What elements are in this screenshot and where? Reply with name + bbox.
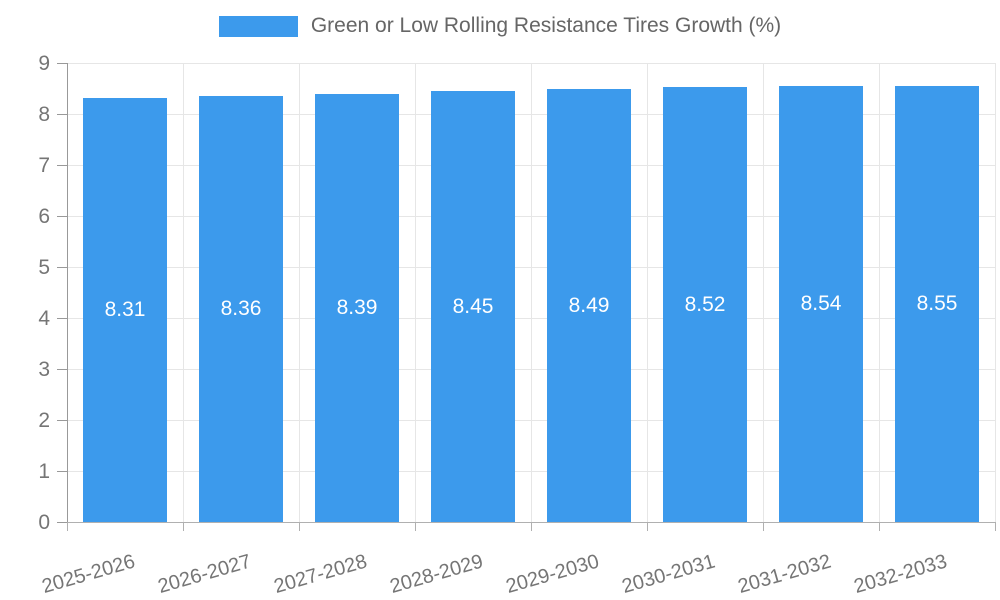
bar-value-label: 8.54 bbox=[800, 292, 842, 316]
y-axis-tick-label: 2 bbox=[38, 409, 50, 432]
y-axis-tick-mark bbox=[57, 216, 67, 217]
bar-value-label: 8.39 bbox=[336, 296, 378, 320]
y-axis-tick-mark bbox=[57, 114, 67, 115]
bar-value-label: 8.49 bbox=[568, 293, 610, 317]
y-axis-tick-label: 0 bbox=[38, 511, 50, 534]
x-axis-tick-mark bbox=[647, 522, 648, 531]
y-axis-tick-label: 3 bbox=[38, 358, 50, 381]
bar: 8.45 bbox=[431, 91, 515, 522]
x-axis-tick-label: 2032-2033 bbox=[851, 550, 950, 598]
bar: 8.36 bbox=[199, 95, 283, 522]
bar: 8.55 bbox=[895, 85, 979, 522]
gridline-vertical bbox=[995, 63, 996, 522]
y-axis-tick-mark bbox=[57, 165, 67, 166]
chart-legend[interactable]: Green or Low Rolling Resistance Tires Gr… bbox=[0, 14, 1000, 38]
gridline-vertical bbox=[647, 63, 648, 522]
x-axis-tick-label: 2025-2026 bbox=[39, 550, 138, 598]
bar-value-label: 8.52 bbox=[684, 292, 726, 316]
x-axis-tick-label: 2030-2031 bbox=[619, 550, 718, 598]
x-axis-tick-mark bbox=[299, 522, 300, 531]
x-axis-tick-mark bbox=[531, 522, 532, 531]
bar: 8.31 bbox=[83, 98, 167, 522]
y-axis-tick-label: 7 bbox=[38, 154, 50, 177]
bar: 8.49 bbox=[547, 89, 631, 522]
x-axis-tick-mark bbox=[879, 522, 880, 531]
y-axis-tick-label: 5 bbox=[38, 256, 50, 279]
bar: 8.52 bbox=[663, 87, 747, 522]
y-axis-tick-mark bbox=[57, 63, 67, 64]
x-axis-tick-label: 2031-2032 bbox=[735, 550, 834, 598]
y-axis-tick-mark bbox=[57, 267, 67, 268]
x-axis-tick-mark bbox=[995, 522, 996, 531]
x-axis-tick-mark bbox=[67, 522, 68, 531]
y-axis-tick-label: 6 bbox=[38, 205, 50, 228]
x-axis-tick-label: 2027-2028 bbox=[271, 550, 370, 598]
y-axis-tick-label: 1 bbox=[38, 460, 50, 483]
gridline-vertical bbox=[879, 63, 880, 522]
gridline-vertical bbox=[183, 63, 184, 522]
gridline-vertical bbox=[415, 63, 416, 522]
y-axis-line bbox=[67, 63, 68, 523]
x-axis-tick-mark bbox=[415, 522, 416, 531]
bar-value-label: 8.36 bbox=[220, 296, 262, 320]
legend-color-swatch bbox=[218, 15, 298, 37]
y-axis-tick-mark bbox=[57, 522, 67, 523]
x-axis-tick-label: 2028-2029 bbox=[387, 550, 486, 598]
y-axis-tick-mark bbox=[57, 369, 67, 370]
gridline-vertical bbox=[299, 63, 300, 522]
plot-area: 8.31 8.36 8.39 8.45 8.49 8.52 8.54 8.55 bbox=[67, 63, 996, 523]
y-axis-tick-mark bbox=[57, 471, 67, 472]
y-axis-tick-mark bbox=[57, 318, 67, 319]
y-axis-tick-mark bbox=[57, 420, 67, 421]
bar-value-label: 8.31 bbox=[104, 298, 146, 322]
legend-label: Green or Low Rolling Resistance Tires Gr… bbox=[310, 14, 782, 37]
bar-value-label: 8.55 bbox=[916, 291, 958, 315]
gridline-vertical bbox=[531, 63, 532, 522]
x-axis-tick-label: 2026-2027 bbox=[155, 550, 254, 598]
x-axis-tick-mark bbox=[763, 522, 764, 531]
x-axis-tick-label: 2029-2030 bbox=[503, 550, 602, 598]
y-axis-tick-label: 4 bbox=[38, 307, 50, 330]
y-axis-tick-label: 8 bbox=[38, 103, 50, 126]
bar-value-label: 8.45 bbox=[452, 294, 494, 318]
y-axis-tick-label: 9 bbox=[38, 52, 50, 75]
x-axis-tick-mark bbox=[183, 522, 184, 531]
bar: 8.39 bbox=[315, 94, 399, 522]
bar: 8.54 bbox=[779, 86, 863, 522]
gridline-vertical bbox=[763, 63, 764, 522]
